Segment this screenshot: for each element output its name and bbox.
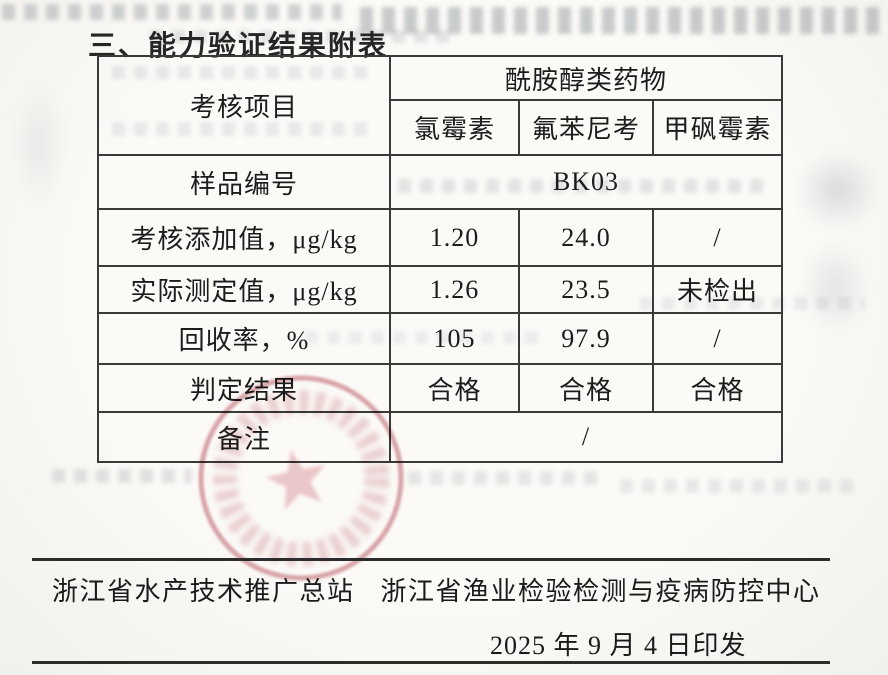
table-row: 样品编号 BK03 — [97, 154, 783, 210]
row-label-cell: 考核添加值，μg/kg — [97, 208, 391, 267]
row-label-cell: 备注 — [97, 411, 391, 463]
scan-artifact — [408, 471, 603, 485]
org-name-right: 浙江省渔业检验检测与疫病防控中心 — [380, 577, 821, 606]
scan-artifact — [800, 240, 870, 335]
column-header-cell: 氯霉素 — [389, 99, 520, 156]
group-header-cell: 酰胺醇类药物 — [389, 55, 783, 101]
value-cell: 105 — [389, 312, 520, 365]
value-cell: 合格 — [652, 363, 783, 413]
value-cell: / — [652, 208, 783, 267]
value-cell: 1.20 — [389, 208, 520, 267]
value-cell: 合格 — [518, 363, 654, 413]
span-value-cell: BK03 — [389, 154, 783, 210]
footer-rule-bottom — [32, 661, 830, 664]
scan-artifact — [620, 479, 855, 493]
table-row: 备注 / — [97, 411, 783, 463]
value-cell: 24.0 — [518, 208, 654, 267]
row-label-cell: 判定结果 — [97, 363, 391, 413]
scan-artifact — [2, 4, 342, 20]
issue-date: 2025 年 9 月 4 日印发 — [490, 631, 747, 660]
column-header-cell: 氟苯尼考 — [518, 99, 654, 156]
value-cell: 23.5 — [518, 265, 654, 314]
table-row: 回收率，% 105 97.9 / — [97, 312, 783, 365]
row-label-cell: 实际测定值，μg/kg — [97, 265, 391, 314]
value-cell: 97.9 — [518, 312, 654, 365]
scan-artifact — [52, 469, 192, 483]
scan-artifact — [795, 150, 880, 230]
value-cell: 合格 — [389, 363, 520, 413]
row-label-cell: 样品编号 — [97, 154, 391, 210]
scan-artifact — [150, 30, 450, 43]
row-label-cell: 回收率，% — [97, 312, 391, 365]
table-row: 实际测定值，μg/kg 1.26 23.5 未检出 — [97, 265, 783, 314]
table-row: 判定结果 合格 合格 合格 — [97, 363, 783, 413]
value-cell: 未检出 — [652, 265, 783, 314]
value-cell: / — [652, 312, 783, 365]
corner-header-cell: 考核项目 — [97, 55, 391, 156]
scan-artifact — [360, 7, 880, 34]
span-value-cell: / — [389, 411, 783, 463]
org-name-left: 浙江省水产技术推广总站 — [52, 577, 355, 606]
results-table: 考核项目 酰胺醇类药物 氯霉素 氟苯尼考 甲砜霉素 样品编号 BK03 考核添加… — [97, 55, 783, 463]
footer-rule-top — [32, 558, 830, 561]
table-row: 考核添加值，μg/kg 1.20 24.0 / — [97, 208, 783, 267]
scan-artifact — [12, 80, 67, 210]
value-cell: 1.26 — [389, 265, 520, 314]
issuing-organizations: 浙江省水产技术推广总站 浙江省渔业检验检测与疫病防控中心 — [52, 571, 852, 608]
column-header-cell: 甲砜霉素 — [652, 99, 783, 156]
